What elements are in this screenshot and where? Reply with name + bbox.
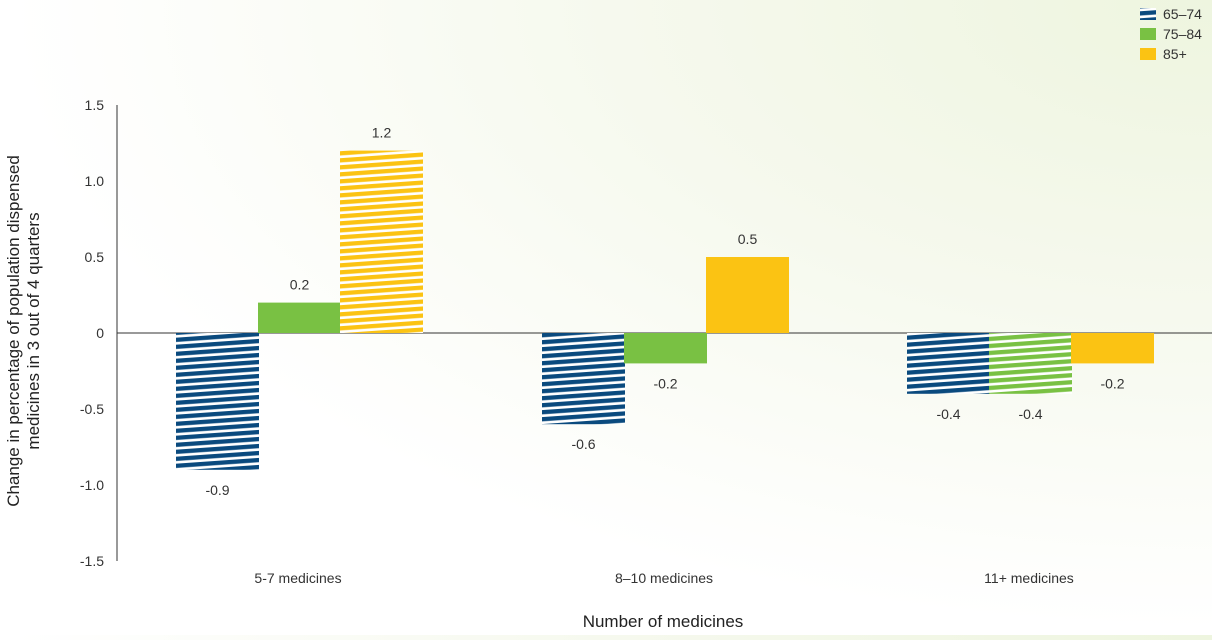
x-tick-label: 5-7 medicines <box>254 570 341 586</box>
bars <box>176 150 1154 470</box>
bar-2-1 <box>258 302 341 333</box>
y-axis-title: Change in percentage of population dispe… <box>4 155 23 507</box>
y-tick-label: -1.0 <box>80 477 104 493</box>
y-tick-label: 1.0 <box>85 173 105 189</box>
y-tick-label: 0 <box>96 325 104 341</box>
legend-label: 75–84 <box>1163 26 1202 42</box>
y-tick-label: -1.5 <box>80 553 104 569</box>
bar-2-3 <box>989 333 1072 394</box>
data-label: 0.5 <box>738 231 758 247</box>
x-tick-label: 11+ medicines <box>984 570 1074 586</box>
y-axis-title: medicines in 3 out of 4 quarters <box>24 212 43 449</box>
bar-3-2 <box>706 257 789 333</box>
legend-swatch <box>1140 28 1156 40</box>
bar-3-1 <box>340 150 423 333</box>
legend: 65–74 75–84 85+ <box>1140 6 1202 62</box>
axes: -1.5 -1.0 -0.5 0 0.5 1.0 1.5 Change in percenta… <box>4 97 1212 631</box>
bar-1-1 <box>176 333 259 470</box>
y-tick-label: 1.5 <box>85 97 105 113</box>
data-label: -0.9 <box>205 482 229 498</box>
bar-2-2 <box>624 333 707 364</box>
data-label: 0.2 <box>290 277 310 293</box>
data-label: 1.2 <box>372 125 392 141</box>
legend-label: 85+ <box>1163 46 1187 62</box>
x-tick-label: 8–10 medicines <box>615 570 713 586</box>
legend-swatch <box>1140 8 1156 20</box>
data-label: -0.4 <box>1018 406 1042 422</box>
y-tick-label: 0.5 <box>85 249 105 265</box>
legend-label: 65–74 <box>1163 6 1202 22</box>
bar-1-2 <box>542 333 625 425</box>
bar-3-3 <box>1071 333 1154 364</box>
legend-swatch <box>1140 48 1156 60</box>
bar-1-3 <box>907 333 990 394</box>
data-labels: -0.9 0.2 1.2 -0.6 -0.2 0.5 -0.4 -0.4 -0.2 <box>205 125 1124 498</box>
x-axis-title: Number of medicines <box>583 612 744 631</box>
data-label: -0.6 <box>571 436 595 452</box>
data-label: -0.4 <box>936 406 960 422</box>
y-tick-label: -0.5 <box>80 401 104 417</box>
data-label: -0.2 <box>1100 375 1124 391</box>
data-label: -0.2 <box>653 375 677 391</box>
